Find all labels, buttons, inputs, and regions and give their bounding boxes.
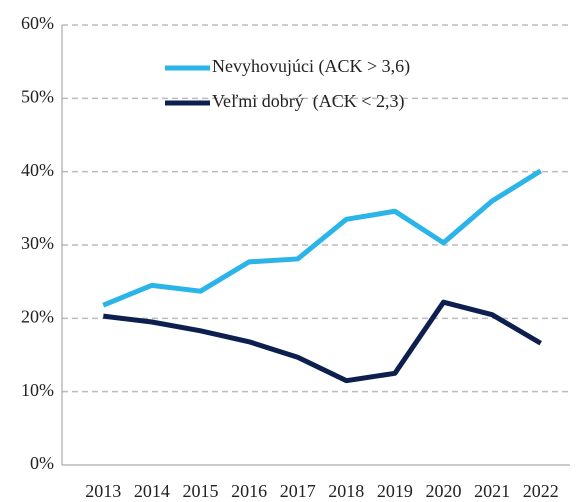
legend-label: Nevyhovujúci (ACK > 3,6) <box>212 56 410 77</box>
series-line <box>102 168 543 308</box>
x-tick-label: 2013 <box>85 481 121 501</box>
y-tick-label: 0% <box>30 453 54 473</box>
y-tick-label: 50% <box>21 86 54 106</box>
x-tick-label: 2019 <box>377 481 413 501</box>
y-tick-label: 10% <box>21 380 54 400</box>
y-tick-label: 60% <box>21 13 54 33</box>
series-line <box>103 299 542 384</box>
legend-label: Veľmi dobrý (ACK < 2,3) <box>212 91 404 112</box>
y-tick-label: 30% <box>21 233 54 253</box>
x-tick-label: 2017 <box>280 481 316 501</box>
x-tick-label: 2018 <box>328 481 364 501</box>
y-tick-label: 20% <box>21 306 54 326</box>
x-tick-label: 2021 <box>474 481 510 501</box>
x-tick-label: 2016 <box>231 481 267 501</box>
x-tick-label: 2015 <box>183 481 219 501</box>
x-tick-label: 2020 <box>426 481 462 501</box>
y-tick-label: 40% <box>21 160 54 180</box>
x-tick-label: 2022 <box>523 481 559 501</box>
x-tick-label: 2014 <box>134 481 170 501</box>
